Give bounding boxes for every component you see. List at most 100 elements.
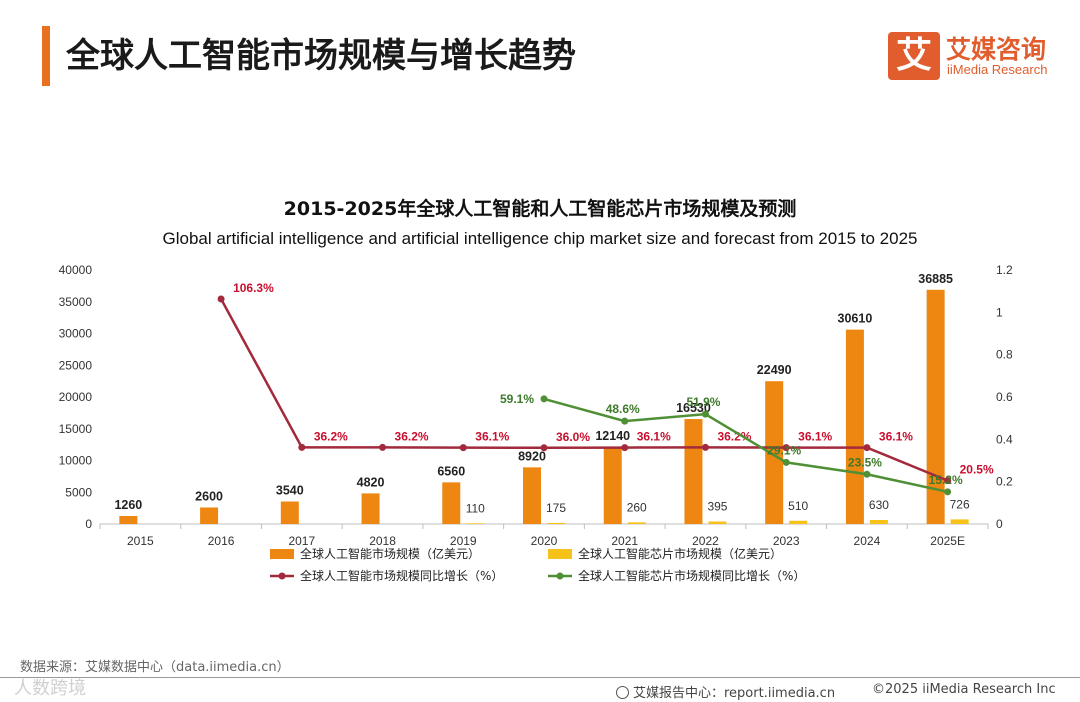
ai-growth-label: 36.2% bbox=[314, 429, 348, 443]
ai-market-bar-label: 3540 bbox=[276, 484, 304, 498]
iimedia-logo: 艾 艾媒咨询 iiMedia Research bbox=[888, 28, 1063, 82]
chart-subtitle: Global artificial intelligence and artif… bbox=[162, 229, 918, 248]
y-left-tick-label: 20000 bbox=[59, 390, 93, 404]
globe-icon bbox=[616, 686, 629, 699]
ai-market-bar bbox=[523, 467, 541, 524]
legend-label: 全球人工智能市场规模同比增长（%） bbox=[300, 568, 503, 583]
watermark: 人数跨境 bbox=[14, 678, 86, 699]
ai-market-bar bbox=[361, 493, 380, 524]
copyright: ©2025 iiMedia Research Inc bbox=[872, 682, 1056, 697]
footer-divider bbox=[0, 677, 1080, 678]
legend-ai-market-swatch bbox=[270, 549, 294, 559]
ai-chip-growth-point bbox=[540, 395, 548, 403]
ai-market-bar bbox=[200, 507, 219, 524]
y-left-tick-label: 10000 bbox=[59, 454, 93, 468]
y-left-tick-label: 30000 bbox=[59, 327, 93, 341]
ai-market-bar bbox=[119, 515, 138, 524]
ai-growth-point bbox=[217, 295, 225, 303]
y-left-tick-label: 15000 bbox=[59, 422, 93, 436]
ai-growth-point bbox=[701, 443, 709, 451]
ai-growth-label: 106.3% bbox=[233, 281, 274, 295]
ai-chip-growth-point bbox=[782, 458, 790, 466]
ai-growth-point bbox=[540, 444, 548, 452]
ai-growth-point bbox=[459, 444, 467, 452]
ai-chip-growth-label: 15.2% bbox=[929, 473, 963, 487]
ai-chip-growth-label: 23.5% bbox=[848, 455, 882, 469]
ai-chip-bar-label: 110 bbox=[466, 501, 485, 515]
y-left-tick-label: 25000 bbox=[59, 358, 93, 372]
ai-growth-point bbox=[782, 444, 790, 452]
y-right-tick-label: 1.2 bbox=[996, 263, 1013, 277]
ai-market-bar bbox=[603, 446, 622, 524]
logo-chinese-name: 艾媒咨询 bbox=[946, 35, 1047, 64]
ai-chip-growth-line bbox=[543, 397, 948, 494]
y-right-tick-label: 0 bbox=[996, 517, 1003, 531]
ai-market-bar-label: 2600 bbox=[195, 489, 223, 503]
ai-chip-bar bbox=[708, 521, 727, 524]
ai-chip-bar bbox=[627, 522, 646, 524]
ai-chip-growth-label: 59.1% bbox=[500, 392, 534, 406]
legend-line-marker bbox=[278, 572, 286, 580]
legend-label: 全球人工智能芯片市场规模（亿美元） bbox=[578, 546, 782, 561]
ai-chip-growth-point bbox=[863, 470, 871, 478]
ai-market-bar-label: 36885 bbox=[918, 272, 953, 286]
ai-growth-label: 36.1% bbox=[879, 430, 913, 444]
x-tick-label: 2022 bbox=[692, 534, 719, 548]
ai-chip-bar-label: 630 bbox=[869, 498, 889, 512]
ai-growth-line bbox=[219, 298, 949, 482]
ai-growth-label: 36.2% bbox=[395, 429, 429, 443]
ai-growth-point bbox=[621, 444, 629, 452]
y-right-tick-label: 0.2 bbox=[996, 475, 1013, 489]
ai-market-bar-label: 16530 bbox=[676, 401, 711, 415]
x-tick-label: 2019 bbox=[450, 534, 477, 548]
ai-market-bar-label: 8920 bbox=[518, 449, 546, 463]
ai-chip-bar-label: 395 bbox=[707, 499, 727, 513]
ai-chip-growth-point bbox=[944, 488, 952, 496]
logo-english-name: iiMedia Research bbox=[947, 62, 1048, 77]
ai-chip-bar-label: 175 bbox=[546, 501, 566, 515]
legend-label: 全球人工智能芯片市场规模同比增长（%） bbox=[578, 568, 805, 583]
title-accent-bar bbox=[42, 26, 50, 86]
ai-market-bar-label: 22490 bbox=[757, 363, 792, 377]
y-left-tick-label: 40000 bbox=[59, 263, 93, 277]
data-source-note: 数据来源：艾媒数据中心（data.iimedia.cn） bbox=[20, 660, 290, 675]
ai-chip-bar-label: 510 bbox=[788, 499, 808, 513]
ai-chip-bar-label: 260 bbox=[627, 500, 647, 514]
ai-market-bar-label: 6560 bbox=[437, 464, 465, 478]
logo-mark: 艾 bbox=[888, 32, 940, 80]
y-right-tick-label: 0.6 bbox=[996, 390, 1013, 404]
report-center-link[interactable]: 艾媒报告中心：report.iimedia.cn bbox=[616, 682, 835, 701]
y-right-tick-label: 1 bbox=[996, 305, 1003, 319]
legend-ai-chip-swatch bbox=[548, 549, 572, 559]
ai-market-bar bbox=[845, 329, 864, 524]
ai-growth-label: 36.1% bbox=[475, 430, 509, 444]
x-tick-label: 2023 bbox=[773, 534, 800, 548]
ai-market-bar bbox=[926, 289, 945, 524]
report-center-text: 艾媒报告中心：report.iimedia.cn bbox=[633, 686, 836, 701]
ai-market-bar bbox=[280, 501, 299, 524]
ai-chip-growth-point bbox=[701, 410, 709, 418]
ai-market-bar-label: 30610 bbox=[838, 312, 873, 326]
y-right-tick-label: 0.8 bbox=[996, 348, 1013, 362]
ai-market-bar-label: 1260 bbox=[114, 498, 142, 512]
y-left-tick-label: 0 bbox=[85, 517, 92, 531]
ai-growth-point bbox=[863, 444, 871, 452]
x-tick-label: 2025E bbox=[930, 534, 965, 548]
ai-chip-growth-point bbox=[621, 417, 629, 425]
x-tick-label: 2024 bbox=[854, 534, 881, 548]
ai-market-bar-label: 4820 bbox=[357, 475, 385, 489]
ai-market-bar-label: 12140 bbox=[595, 429, 630, 443]
ai-growth-label: 36.1% bbox=[798, 430, 832, 444]
x-tick-label: 2021 bbox=[611, 534, 638, 548]
x-tick-label: 2016 bbox=[208, 534, 235, 548]
ai-market-bar bbox=[765, 381, 784, 524]
y-right-tick-label: 0.4 bbox=[996, 432, 1013, 446]
page-title: 全球人工智能市场规模与增长趋势 bbox=[66, 36, 576, 76]
ai-chip-growth-label: 51.9% bbox=[686, 395, 720, 409]
ai-chip-bar bbox=[547, 522, 565, 524]
ai-chip-bar bbox=[950, 519, 969, 524]
y-left-tick-label: 35000 bbox=[59, 295, 93, 309]
x-tick-label: 2015 bbox=[127, 534, 154, 548]
legend-line-marker bbox=[556, 572, 564, 580]
